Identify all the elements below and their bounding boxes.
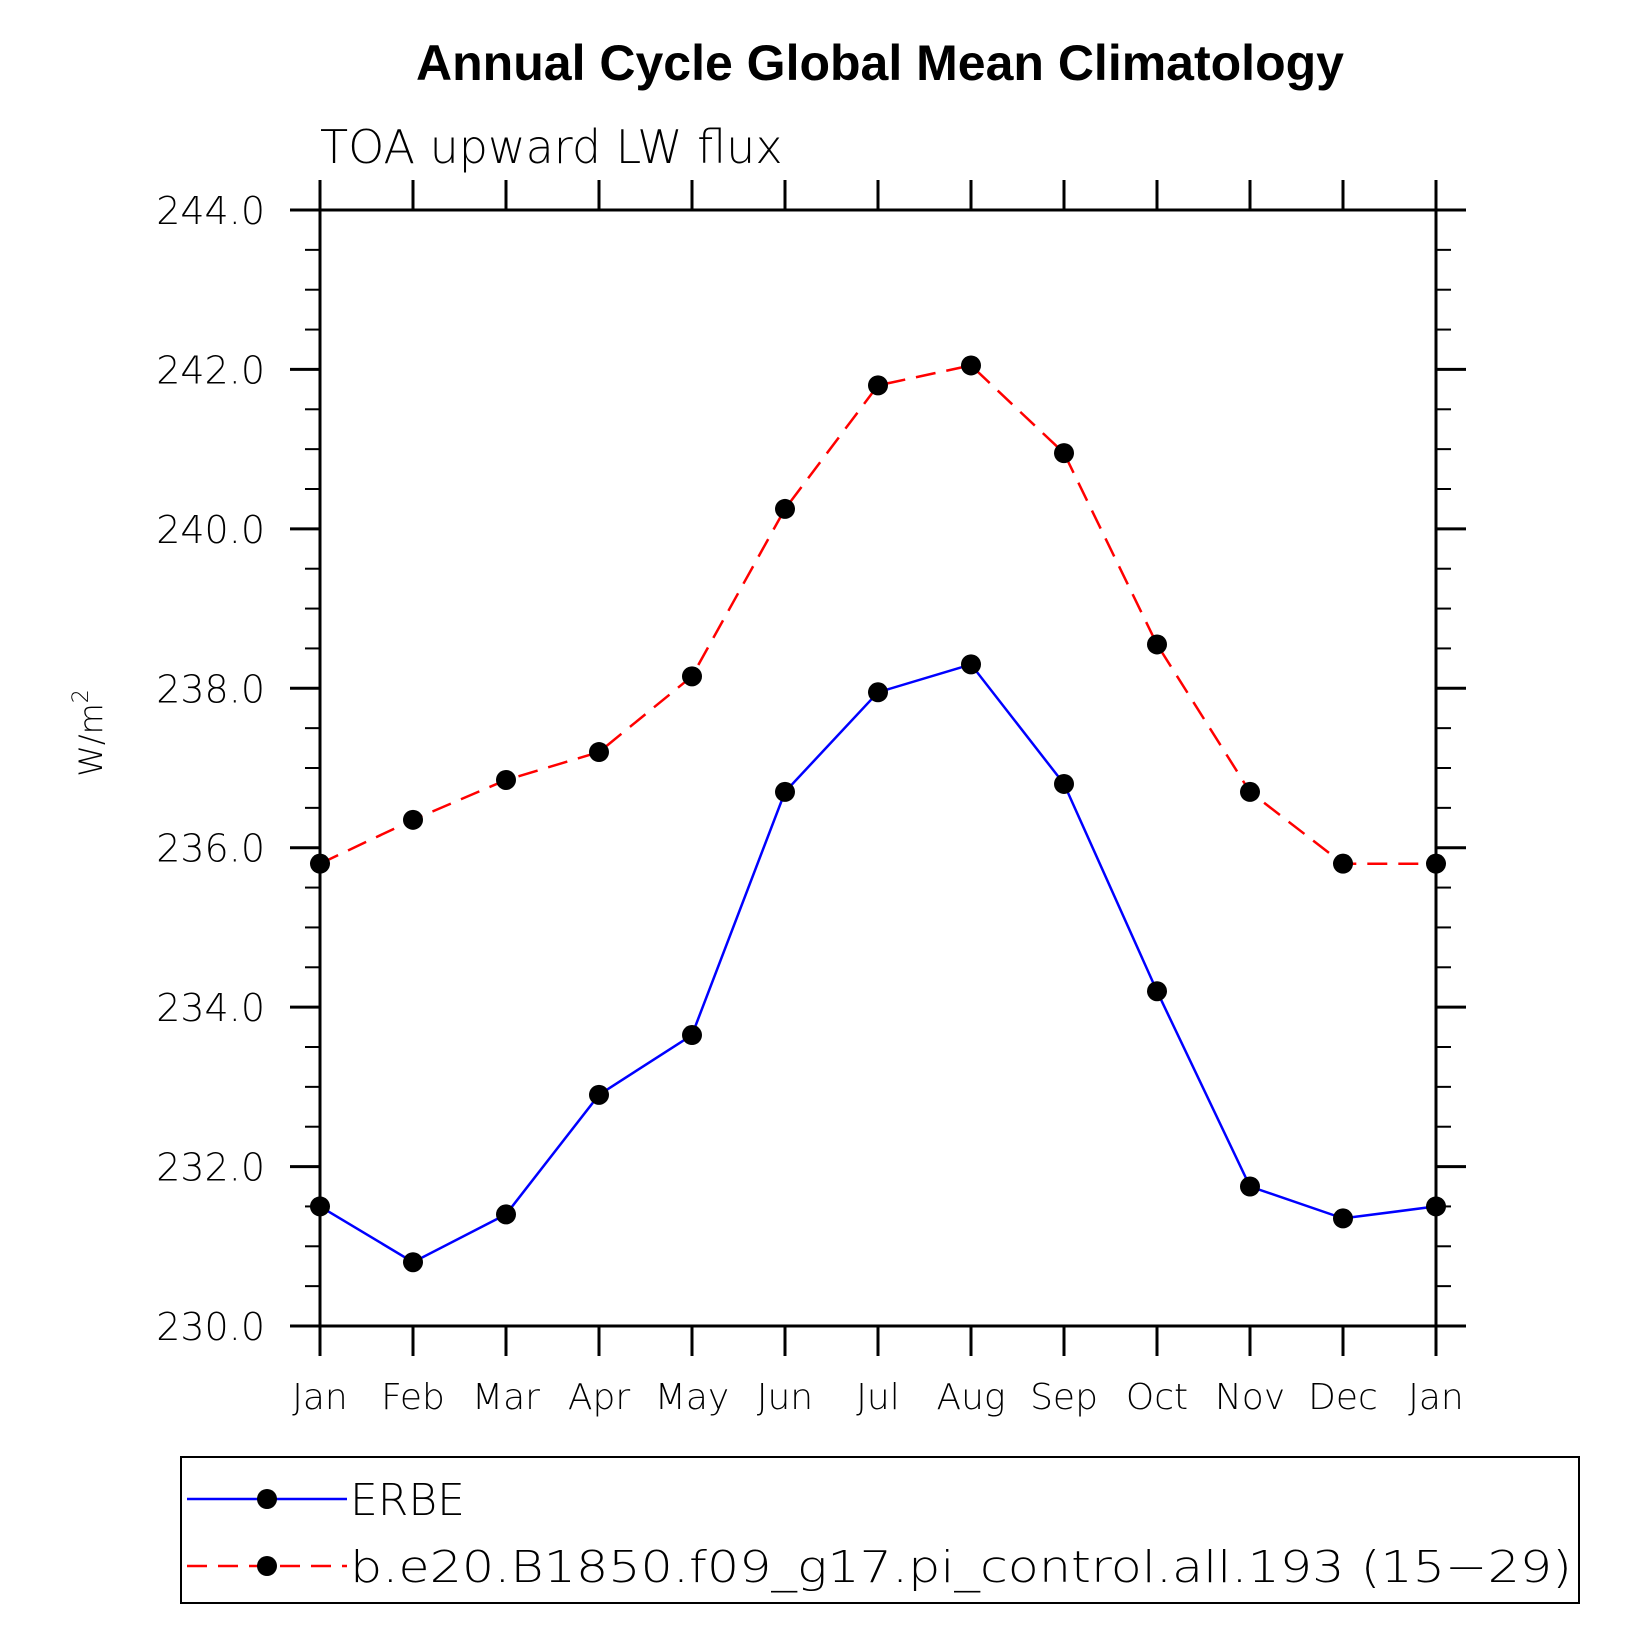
legend-erbe-marker (257, 1489, 277, 1509)
series-0-point (682, 1025, 702, 1046)
legend-entry-model: b.e20.B1850.f09_g17.pi_control.all.193 (… (187, 1542, 1572, 1593)
x-tick-labels: Jan Feb Mar Apr May Jun Jul Aug Sep Oct Nov Dec Jan (292, 1377, 1464, 1418)
x-tick-label: May (655, 1377, 729, 1418)
series-1-point (868, 375, 888, 396)
series-0-point (1054, 773, 1074, 794)
series-1-point (1240, 781, 1260, 802)
series-0-point (403, 1252, 423, 1273)
x-tick-label: Oct (1126, 1377, 1188, 1418)
series-0-point (775, 781, 795, 802)
series-0-point (1426, 1196, 1446, 1217)
y-tick-label: 230.0 (156, 1305, 265, 1349)
x-tick-label: Jul (856, 1377, 899, 1418)
series-line-1 (319, 364, 1436, 865)
chart-subtitle: TOA upward LW flux (320, 120, 783, 174)
legend-model-label: b.e20.B1850.f09_g17.pi_control.all.193 (… (350, 1542, 1572, 1593)
series-0-point (1333, 1208, 1353, 1229)
chart-title: Annual Cycle Global Mean Climatology (416, 35, 1344, 91)
series-1-point (775, 498, 795, 519)
y-tick-labels: 230.0 232.0 234.0 236.0 238.0 240.0 242.0 244.0 (156, 189, 265, 1349)
series-1-point (1333, 853, 1353, 874)
series-0-point (589, 1084, 609, 1105)
y-tick-label: 236.0 (156, 827, 265, 871)
series-0-point (868, 682, 888, 703)
legend-erbe-label: ERBE (350, 1475, 465, 1526)
series-0-point (1147, 981, 1167, 1002)
series-1-point (496, 769, 516, 790)
legend-entry-erbe: ERBE (187, 1475, 465, 1526)
x-tick-label: Jan (292, 1377, 348, 1418)
y-tick-label: 242.0 (156, 348, 265, 392)
x-tick-label: Mar (472, 1377, 540, 1418)
series-0-point (961, 654, 981, 675)
series-1-point (1426, 853, 1446, 874)
y-tick-label: 232.0 (156, 1146, 265, 1190)
x-tick-label: Jan (1408, 1377, 1464, 1418)
series-0-point (1240, 1176, 1260, 1197)
y-tick-label: 244.0 (156, 189, 265, 233)
legend-box (180, 1456, 1580, 1604)
x-tick-label: Aug (936, 1377, 1005, 1418)
series-layer (310, 355, 1446, 1273)
legend-model-marker (257, 1556, 277, 1576)
series-1-point (1054, 443, 1074, 464)
series-1-point (682, 666, 702, 687)
axis-ticks (290, 180, 1466, 1356)
series-1-point (1147, 634, 1167, 655)
x-tick-label: Sep (1030, 1377, 1098, 1418)
x-tick-label: Dec (1308, 1377, 1378, 1418)
x-tick-label: Nov (1215, 1377, 1285, 1418)
series-1-point (403, 809, 423, 830)
x-tick-label: Apr (568, 1377, 630, 1418)
series-1-point (961, 355, 981, 376)
series-line-0 (319, 662, 1437, 1264)
x-tick-label: Feb (381, 1377, 445, 1418)
y-tick-label: 240.0 (156, 508, 265, 552)
series-1-point (589, 742, 609, 763)
series-1-point (310, 853, 330, 874)
y-axis-label: W/m2 (69, 689, 110, 777)
series-0-point (310, 1196, 330, 1217)
series-0-point (496, 1204, 516, 1225)
y-tick-label: 234.0 (156, 986, 265, 1030)
y-tick-label: 238.0 (156, 667, 265, 711)
x-tick-label: Jun (757, 1377, 813, 1418)
